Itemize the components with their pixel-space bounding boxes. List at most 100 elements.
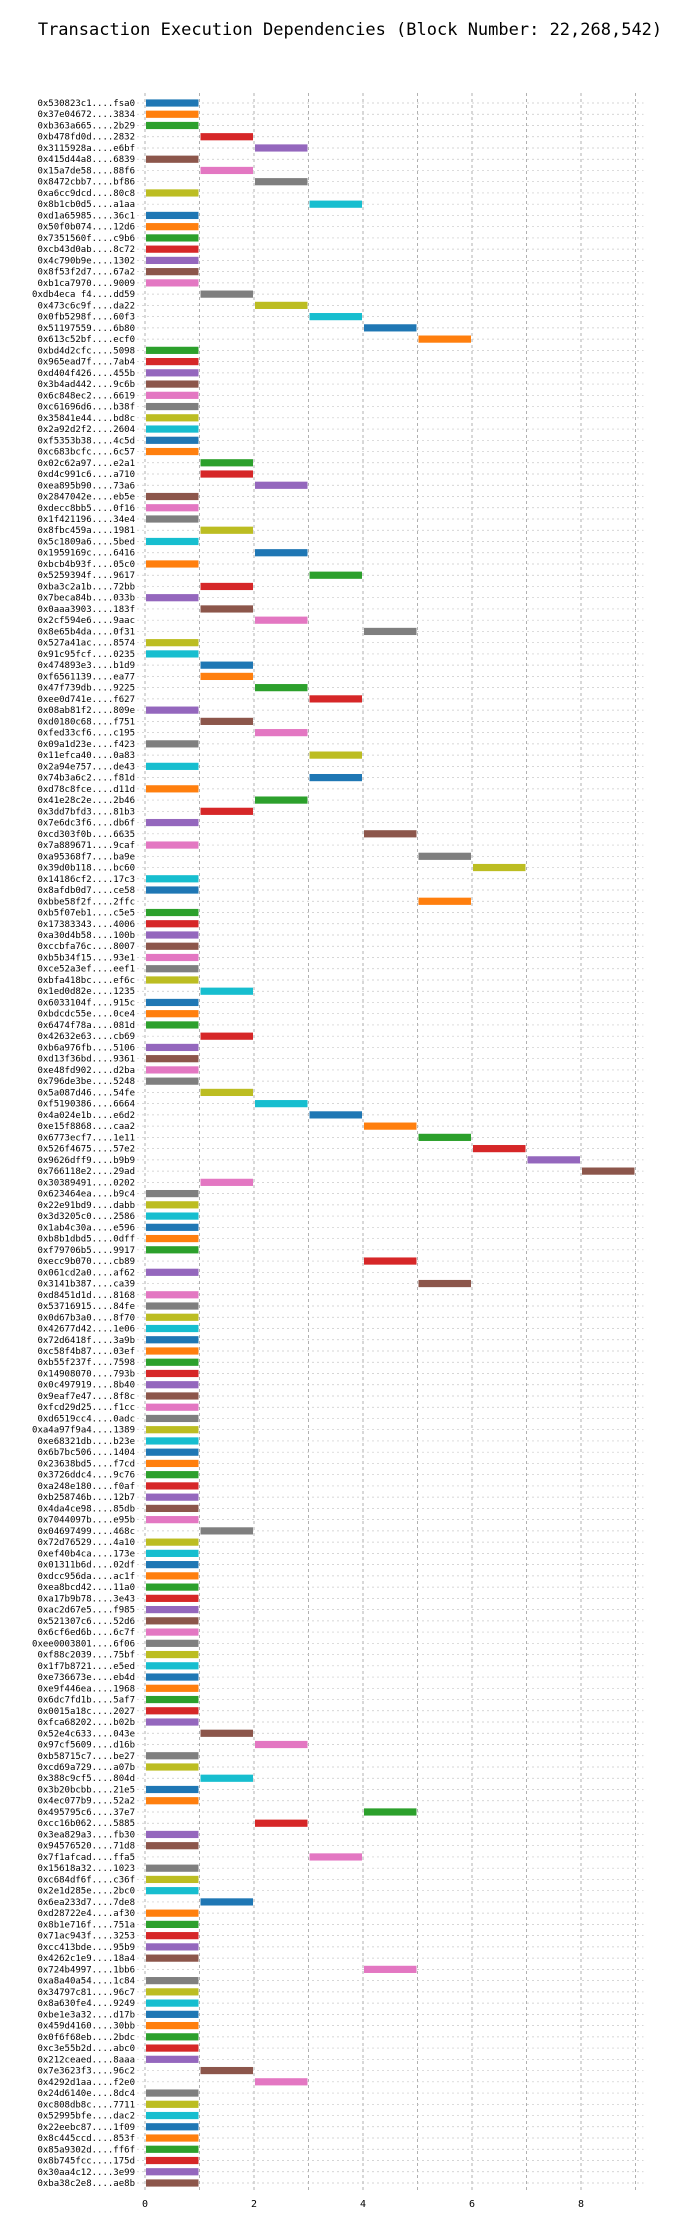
y-tick-label: 0x4a024e1b....e6d2: [37, 1111, 135, 1121]
y-tick-label: 0x0aaa3903....183f: [37, 605, 135, 615]
y-tick-label: 0xe15f8868....caa2: [37, 1122, 135, 1132]
y-tick-label: 0xbfa418bc....ef6c: [37, 976, 135, 986]
transaction-bar: [200, 1898, 253, 1906]
transaction-bar: [146, 1583, 199, 1591]
transaction-bar: [146, 875, 199, 883]
transaction-bar: [146, 2145, 199, 2153]
y-tick-label: 0x3ea829a3....fb30: [37, 1830, 135, 1840]
y-tick-label: 0x6dc7fd1b....5af7: [37, 1696, 135, 1706]
y-tick-label: 0x53716915....84fe: [37, 1302, 135, 1312]
y-tick-label: 0xa8a40a54....1c84: [37, 1977, 135, 1987]
y-tick-label: 0x3726ddc4....9c76: [37, 1471, 135, 1481]
transaction-bar: [146, 908, 199, 917]
x-tick-label: 8: [578, 2199, 584, 2210]
transaction-bar: [146, 1594, 199, 1602]
y-tick-label: 0x473c6c9f....da22: [37, 301, 135, 311]
y-tick-label: 0x7a889671....9caf: [37, 841, 135, 851]
y-tick-label: 0x796de3be....5248: [37, 1077, 135, 1087]
transaction-bar: [146, 1785, 199, 1794]
y-tick-label: 0xba38c2e8....ae8b: [37, 2179, 135, 2189]
y-tick-label: 0xe736673e....eb4d: [37, 1673, 135, 1683]
y-tick-label: 0x50f0b074....12d6: [37, 223, 135, 233]
y-tick-label: 0x474893e3....b1d9: [37, 661, 135, 671]
y-tick-label: 0x8b1e716f....751a: [37, 1920, 135, 1930]
transaction-bar: [146, 414, 199, 422]
transaction-bar: [146, 2123, 199, 2131]
transaction-bar: [200, 672, 253, 681]
transaction-bar: [255, 481, 308, 489]
y-tick-label: 0x7f1afcad....ffa5: [37, 1853, 135, 1863]
y-tick-label: 0xc808db8c....7711: [37, 2100, 135, 2110]
transaction-bar: [146, 1291, 199, 1299]
y-tick-label: 0x7beca84b....033b: [37, 594, 135, 604]
y-tick-label: 0x0d67b3a0....8f70: [37, 1313, 135, 1323]
y-tick-label: 0xb58715c7....be27: [37, 1752, 135, 1762]
transaction-bar: [418, 1279, 471, 1288]
y-tick-label: 0xd13f36bd....9361: [37, 1055, 135, 1065]
y-tick-label: 0x22e91bd9....dabb: [37, 1201, 135, 1211]
y-tick-label: 0x4c790b9e....1302: [37, 256, 135, 266]
transaction-bar: [200, 605, 253, 613]
y-tick-label: 0x22eebc87....1f09: [37, 2123, 135, 2133]
y-tick-label: 0x01311b6d....02df: [37, 1561, 135, 1571]
transaction-bar: [146, 2021, 199, 2030]
x-tick-label: 6: [469, 2199, 475, 2210]
y-tick-label: 0xc61696d6....b38f: [37, 403, 135, 413]
y-tick-label: 0x15618a32....1023: [37, 1864, 135, 1874]
y-tick-label: 0x459d4160....30bb: [37, 2022, 135, 2032]
y-tick-label: 0xbd4d2cfc....5098: [37, 346, 135, 356]
y-tick-label: 0x3b4ad442....9c6b: [37, 380, 135, 390]
transaction-bar: [146, 1021, 199, 1029]
transaction-bar: [200, 526, 253, 534]
transaction-bar: [146, 2100, 199, 2108]
transaction-bar: [309, 1853, 362, 1861]
y-tick-label: 0xb478fd0d....2832: [37, 133, 135, 143]
y-tick-label: 0x35841e44....bd8c: [37, 414, 135, 424]
transaction-bar: [146, 2156, 199, 2165]
transaction-bar: [146, 447, 199, 456]
transaction-bar: [146, 2134, 199, 2142]
transaction-bar: [200, 1527, 253, 1535]
y-tick-label: 0x061cd2a0....af62: [37, 1268, 135, 1278]
transaction-bar: [255, 178, 308, 186]
y-tick-label: 0x8e65b4da....0f31: [37, 627, 135, 637]
y-tick-label: 0xa248e180....f0af: [37, 1482, 135, 1492]
y-tick-label: 0xc3e55b2d....abc0: [37, 2044, 135, 2054]
transaction-bar: [255, 1100, 308, 1108]
transaction-bar: [309, 313, 362, 321]
y-tick-label: 0xd8451d1d....8168: [37, 1291, 135, 1301]
transaction-bar: [146, 1336, 199, 1344]
y-tick-label: 0x47f739db....9225: [37, 684, 135, 694]
transaction-bar: [146, 1909, 199, 1917]
y-tick-label: 0x526f4675....57e2: [37, 1145, 135, 1155]
y-tick-label: 0x2e1d285e....2bc0: [37, 1887, 135, 1897]
y-tick-label: 0x724b4997....1bb6: [37, 1965, 135, 1975]
transaction-bar: [255, 616, 308, 624]
transaction-bar: [309, 773, 362, 782]
y-tick-label: 0xbdcdc55e....0ce4: [37, 1010, 135, 1020]
transaction-bar: [146, 1572, 199, 1580]
transaction-bar: [200, 1088, 253, 1097]
transaction-bar: [146, 639, 199, 647]
transaction-bar: [255, 549, 308, 557]
transaction-bar: [146, 785, 199, 793]
y-tick-label: 0x5c1809a6....5bed: [37, 537, 135, 547]
y-tick-label: 0x6b7bc506....1404: [37, 1448, 135, 1458]
y-tick-label: 0x2a94e757....de43: [37, 762, 135, 772]
transaction-bar: [146, 1943, 199, 1951]
transaction-bar: [146, 1864, 199, 1872]
transaction-bar: [146, 1482, 199, 1490]
transaction-bar: [255, 729, 308, 737]
y-tick-label: 0x09a1d23e....f423: [37, 740, 135, 750]
transaction-bar: [146, 1752, 199, 1760]
transaction-bar: [473, 1145, 526, 1153]
transaction-bar: [146, 1189, 199, 1198]
transaction-bar: [146, 1920, 199, 1929]
x-tick-label: 0: [142, 2199, 148, 2210]
transaction-bar: [146, 1369, 199, 1378]
y-tick-label: 0x14908070....793b: [37, 1369, 135, 1379]
transaction-bar: [146, 1538, 199, 1546]
y-tick-label: 0x02c62a97....e2a1: [37, 459, 135, 469]
transaction-bar: [146, 357, 199, 366]
transaction-bar: [146, 369, 199, 377]
